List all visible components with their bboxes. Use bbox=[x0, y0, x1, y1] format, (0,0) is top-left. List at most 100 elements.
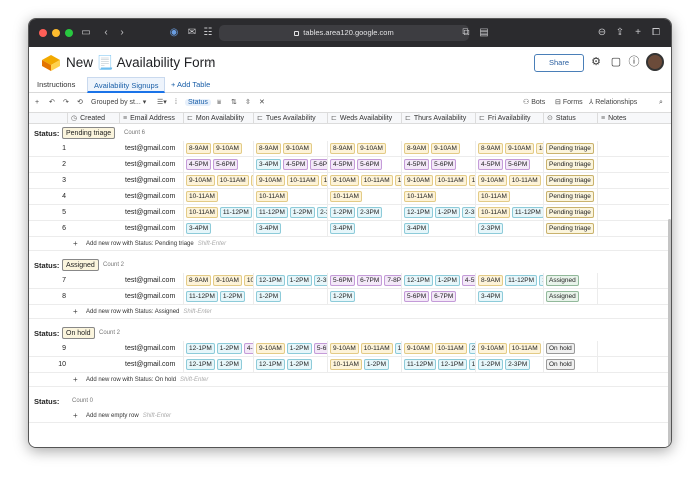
status-cell[interactable]: On hold bbox=[543, 357, 597, 373]
tues-availability-cell[interactable]: 12-1PM 1-2PM bbox=[253, 357, 327, 373]
tues-availability-cell[interactable]: 8-9AM 9-10AM bbox=[253, 141, 327, 157]
forms-button[interactable]: ⊟ Forms bbox=[555, 99, 583, 106]
table-row[interactable]: 1 test@gmail.com 8-9AM 9-10AM 8-9AM 9-10AM 8-9… bbox=[29, 141, 669, 157]
table-row[interactable]: 6 test@gmail.com 3-4PM 3-4PM 3-4PM 3-4PM 2-3PM… bbox=[29, 221, 669, 237]
vertical-scrollbar[interactable] bbox=[668, 219, 671, 447]
fri-availability-cell[interactable]: 2-3PM bbox=[475, 221, 543, 237]
column-header-weds[interactable]: ⊏ Weds Availability bbox=[327, 113, 401, 124]
weds-availability-cell[interactable]: 3-4PM bbox=[327, 221, 401, 237]
status-cell[interactable]: On hold bbox=[543, 341, 597, 357]
thurs-availability-cell[interactable]: 5-6PM 6-7PM bbox=[401, 289, 475, 305]
fri-availability-cell[interactable]: 1-2PM 2-3PM bbox=[475, 357, 543, 373]
forward-icon[interactable]: › bbox=[120, 27, 124, 38]
extension-2-icon[interactable]: ☷ bbox=[203, 27, 213, 38]
weds-availability-cell[interactable]: 1-2PM 2-3PM bbox=[327, 205, 401, 221]
group-status-pill[interactable]: Pending triage bbox=[62, 127, 116, 139]
tues-availability-cell[interactable]: 3-4PM bbox=[253, 221, 327, 237]
notes-cell[interactable] bbox=[597, 357, 669, 373]
tab-availability-signups[interactable]: Availability Signups bbox=[87, 77, 166, 93]
fri-availability-cell[interactable]: 10-11AM bbox=[475, 189, 543, 205]
table-row[interactable]: 3test@gmail.com9-10AM10-11AM11AM-12PM9-1… bbox=[29, 173, 669, 189]
back-icon[interactable]: ‹ bbox=[104, 27, 108, 38]
mon-availability-cell[interactable]: 11-12PM 1-2PM bbox=[183, 289, 253, 305]
add-row-button[interactable]: + Add new empty row Shift-Enter bbox=[29, 409, 669, 423]
bots-button[interactable]: ⚇ Bots bbox=[523, 99, 546, 106]
undo-icon[interactable]: ↶ bbox=[49, 99, 55, 106]
table-row[interactable]: 5 test@gmail.com 10-11AM 11-12PM 11-12PM 1-2P… bbox=[29, 205, 669, 221]
fri-availability-cell[interactable]: 4-5PM 5-6PM bbox=[475, 157, 543, 173]
help-icon[interactable]: ⓘ bbox=[628, 56, 640, 68]
status-cell[interactable]: Pending triage bbox=[543, 173, 597, 189]
thurs-availability-cell[interactable]: 4-5PM 5-6PM bbox=[401, 157, 475, 173]
table-row[interactable]: 10 test@gmail.com 12-1PM 1-2PM 12-1PM 1-2PM 10… bbox=[29, 357, 669, 373]
mon-availability-cell[interactable]: 10-11AM bbox=[183, 189, 253, 205]
close-window-button[interactable] bbox=[39, 29, 47, 37]
add-table-button[interactable]: + Add Table bbox=[171, 80, 211, 89]
mon-availability-cell[interactable]: 10-11AM 11-12PM bbox=[183, 205, 253, 221]
email-cell[interactable]: test@gmail.com bbox=[125, 345, 176, 352]
notes-cell[interactable] bbox=[597, 189, 669, 205]
column-header-tues[interactable]: ⊏ Tues Availability bbox=[253, 113, 327, 124]
email-cell[interactable]: test@gmail.com bbox=[125, 293, 176, 300]
thurs-availability-cell[interactable]: 8-9AM 9-10AM bbox=[401, 141, 475, 157]
column-header-mon[interactable]: ⊏ Mon Availability bbox=[183, 113, 253, 124]
star-icon[interactable]: ☆ bbox=[203, 56, 214, 70]
clear-icon[interactable]: ✕ bbox=[259, 99, 265, 106]
settings-gear-icon[interactable]: ⚙ bbox=[591, 56, 601, 68]
email-cell[interactable]: test@gmail.com bbox=[125, 177, 176, 184]
add-row-button[interactable]: + Add new row with Status: On hold Shift-E… bbox=[29, 373, 669, 387]
new-tab-icon[interactable]: + bbox=[635, 27, 641, 38]
add-row-button[interactable]: + Add new row with Status: Assigned Shift-… bbox=[29, 305, 669, 319]
address-bar[interactable]: tables.area120.google.com bbox=[219, 25, 469, 41]
column-header-thurs[interactable]: ⊏ Thurs Availability bbox=[401, 113, 475, 124]
column-header-email[interactable]: ≡ Email Address bbox=[119, 113, 183, 124]
weds-availability-cell[interactable]: 1-2PM bbox=[327, 289, 401, 305]
mon-availability-cell[interactable]: 3-4PM bbox=[183, 221, 253, 237]
pip-icon[interactable]: ⧉ bbox=[462, 27, 470, 38]
group-status-pill[interactable]: Assigned bbox=[62, 259, 99, 271]
notes-cell[interactable] bbox=[597, 141, 669, 157]
email-cell[interactable]: test@gmail.com bbox=[125, 145, 176, 152]
share-page-icon[interactable]: ⇪ bbox=[615, 27, 625, 38]
status-cell[interactable]: Pending triage bbox=[543, 221, 597, 237]
status-cell[interactable]: Pending triage bbox=[543, 157, 597, 173]
mon-availability-cell[interactable]: 4-5PM 5-6PM bbox=[183, 157, 253, 173]
weds-availability-cell[interactable]: 10-11AM bbox=[327, 189, 401, 205]
group-by-chip[interactable]: Status bbox=[185, 95, 211, 111]
mail-extension-icon[interactable]: ✉ bbox=[187, 27, 197, 38]
group-status-pill[interactable]: On hold bbox=[62, 327, 95, 339]
maximize-window-button[interactable] bbox=[65, 29, 73, 37]
status-cell[interactable]: Pending triage bbox=[543, 189, 597, 205]
column-header-status[interactable]: ⊙ Status bbox=[543, 113, 597, 124]
downloads-icon[interactable]: ⊖ bbox=[597, 27, 607, 38]
search-icon[interactable]: ⌕ bbox=[659, 99, 663, 106]
status-cell[interactable]: Assigned bbox=[543, 273, 597, 289]
notes-cell[interactable] bbox=[597, 221, 669, 237]
column-header-created[interactable]: ◷ Created bbox=[67, 113, 119, 124]
email-cell[interactable]: test@gmail.com bbox=[125, 225, 176, 232]
thurs-availability-cell[interactable]: 10-11AM bbox=[401, 189, 475, 205]
table-row[interactable]: 9test@gmail.com12-1PM1-2PM4-5PM9-10AM1-2… bbox=[29, 341, 669, 357]
relationships-button[interactable]: ⅄ Relationships bbox=[589, 99, 638, 106]
column-header-notes[interactable]: ≡ Notes bbox=[597, 113, 669, 124]
grouped-by-dropdown[interactable]: Grouped by st... ▾ bbox=[91, 99, 147, 106]
notes-cell[interactable] bbox=[597, 273, 669, 289]
table-row[interactable]: 8 test@gmail.com 11-12PM 1-2PM 1-2PM 1-2PM 5-6… bbox=[29, 289, 669, 305]
fri-availability-cell[interactable]: 10-11AM 11-12PM bbox=[475, 205, 543, 221]
row-height-icon[interactable]: ⇳ bbox=[245, 99, 251, 106]
reader-icon[interactable]: ▤ bbox=[479, 27, 489, 38]
add-row-button[interactable]: + Add new row with Status: Pending triage… bbox=[29, 237, 669, 251]
weds-availability-cell[interactable]: 4-5PM 5-6PM bbox=[327, 157, 401, 173]
status-cell[interactable]: Assigned bbox=[543, 289, 597, 305]
